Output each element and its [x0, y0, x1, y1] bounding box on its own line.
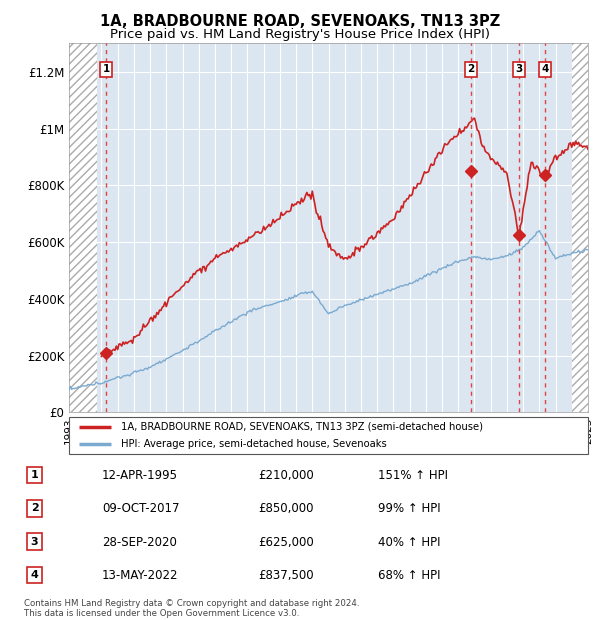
Text: Contains HM Land Registry data © Crown copyright and database right 2024.: Contains HM Land Registry data © Crown c… [24, 600, 359, 608]
Text: 4: 4 [31, 570, 38, 580]
Text: 99% ↑ HPI: 99% ↑ HPI [378, 502, 440, 515]
Text: 1A, BRADBOURNE ROAD, SEVENOAKS, TN13 3PZ (semi-detached house): 1A, BRADBOURNE ROAD, SEVENOAKS, TN13 3PZ… [121, 422, 483, 432]
Text: 09-OCT-2017: 09-OCT-2017 [102, 502, 179, 515]
FancyBboxPatch shape [69, 417, 588, 454]
Text: 12-APR-1995: 12-APR-1995 [102, 469, 178, 482]
Text: 1: 1 [103, 64, 110, 74]
Text: 3: 3 [515, 64, 523, 74]
Text: 2: 2 [31, 503, 38, 513]
Text: 3: 3 [31, 537, 38, 547]
Text: 40% ↑ HPI: 40% ↑ HPI [378, 536, 440, 549]
Text: 13-MAY-2022: 13-MAY-2022 [102, 569, 179, 582]
Text: £850,000: £850,000 [258, 502, 314, 515]
Text: 151% ↑ HPI: 151% ↑ HPI [378, 469, 448, 482]
Text: This data is licensed under the Open Government Licence v3.0.: This data is licensed under the Open Gov… [24, 609, 299, 618]
Text: 28-SEP-2020: 28-SEP-2020 [102, 536, 177, 549]
Text: HPI: Average price, semi-detached house, Sevenoaks: HPI: Average price, semi-detached house,… [121, 439, 386, 449]
Text: £625,000: £625,000 [258, 536, 314, 549]
Text: 2: 2 [467, 64, 475, 74]
Text: £210,000: £210,000 [258, 469, 314, 482]
Text: 1: 1 [31, 470, 38, 480]
Text: 68% ↑ HPI: 68% ↑ HPI [378, 569, 440, 582]
Text: 4: 4 [541, 64, 549, 74]
Text: 1A, BRADBOURNE ROAD, SEVENOAKS, TN13 3PZ: 1A, BRADBOURNE ROAD, SEVENOAKS, TN13 3PZ [100, 14, 500, 29]
Text: £837,500: £837,500 [258, 569, 314, 582]
Text: Price paid vs. HM Land Registry's House Price Index (HPI): Price paid vs. HM Land Registry's House … [110, 28, 490, 41]
